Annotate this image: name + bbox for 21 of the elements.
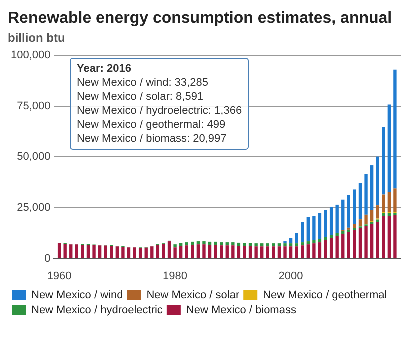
x-tick-label: 1980 (163, 270, 188, 282)
annotation: Year: 2016 (77, 62, 132, 76)
y-tick-label: 0 (44, 252, 51, 265)
annotation: New Mexico / hydroelectric: 1,366 (77, 104, 242, 118)
y-tick-label: 100,000 (10, 50, 51, 62)
annotation: New Mexico / solar: 8,591 (77, 90, 205, 104)
chart-title: Renewable energy consumption estimates, annual (8, 9, 394, 29)
y-axis-title: billion btu (8, 30, 66, 46)
y-tick-label: 25,000 (17, 202, 51, 214)
legend-label: New Mexico / geothermal (263, 290, 388, 302)
annotation: New Mexico / geothermal: 499 (77, 118, 227, 132)
legend-label: New Mexico / solar (146, 290, 240, 302)
x-tick-label: 1960 (47, 270, 72, 282)
y-tick-label: 50,000 (17, 151, 51, 164)
y-tick-label: 75,000 (17, 100, 51, 112)
x-tick-label: 2000 (278, 270, 304, 282)
annotation: New Mexico / wind: 33,285 (77, 76, 210, 90)
legend-label: New Mexico / biomass (186, 304, 297, 317)
legend-label: New Mexico / hydroelectric (32, 304, 164, 317)
annotation: New Mexico / biomass: 20,997 (77, 132, 228, 146)
legend-label: New Mexico / wind (32, 290, 124, 302)
